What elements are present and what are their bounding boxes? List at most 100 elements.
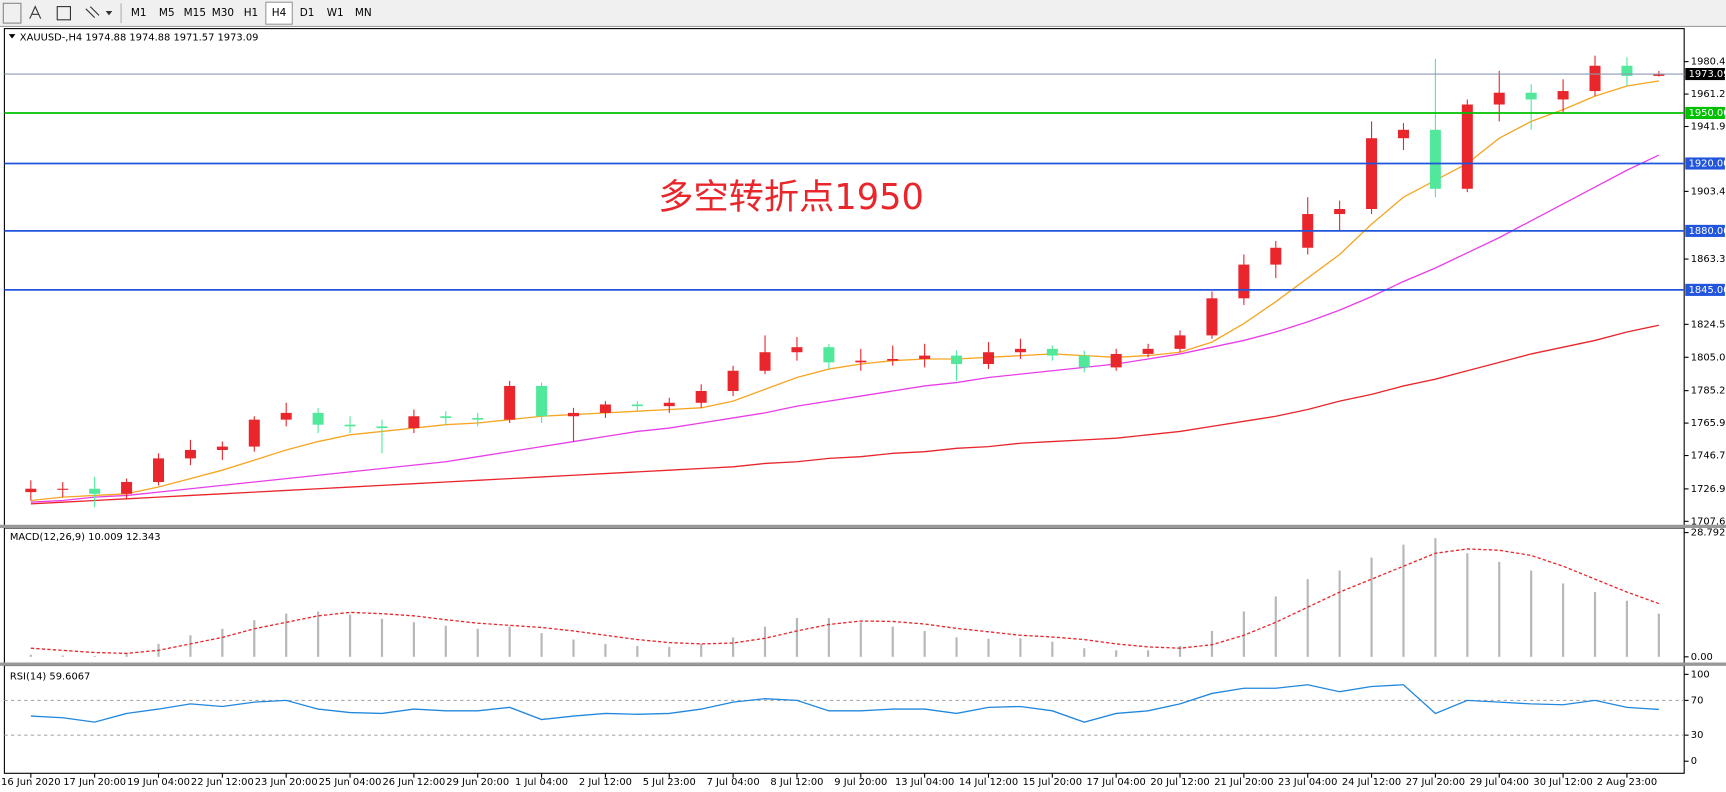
y-tick-label: 1903.45 (1691, 186, 1726, 197)
candle-body (759, 352, 771, 371)
level-label: 1920.00 (1689, 159, 1726, 170)
y-tick-label: 0.00 (1691, 652, 1713, 663)
y-tick-label: 100 (1691, 669, 1710, 680)
toolbar (0, 0, 1726, 27)
macd-bar (1146, 650, 1150, 657)
macd-bar (1210, 630, 1214, 657)
timeframe-button[interactable]: W1 (327, 7, 344, 19)
macd-bar (1498, 561, 1501, 657)
macd-bar (253, 620, 256, 657)
candle-body (536, 385, 548, 417)
y-tick-label: 1961.20 (1691, 89, 1726, 100)
timeframe-button[interactable]: M1 (131, 7, 147, 19)
timeframe-button[interactable]: M15 (184, 7, 206, 19)
macd-bar (348, 614, 352, 657)
x-tick-label: 20 Jul 12:00 (1150, 777, 1209, 788)
rsi-line (30, 684, 1659, 723)
panel-marker (8, 34, 16, 39)
candle-body (184, 449, 196, 459)
moving-average (30, 324, 1659, 505)
candle-body (1589, 65, 1601, 92)
drawing-tools[interactable] (2, 2, 113, 24)
macd-bar (1561, 583, 1565, 657)
macd-bar (380, 618, 384, 657)
timeframe-button[interactable]: H4 (272, 7, 287, 19)
candle-body (1046, 348, 1058, 356)
chart-title: XAUUSD-,H4 1974.88 1974.88 1971.57 1973.… (20, 32, 259, 43)
timeframe-button[interactable]: M5 (159, 7, 175, 19)
candle-body (57, 488, 69, 490)
candle-body (1334, 208, 1346, 215)
timeframe-button[interactable]: D1 (300, 7, 315, 19)
x-tick-label: 26 Jun 12:00 (382, 777, 445, 788)
tool-icon[interactable] (85, 6, 100, 18)
tool-icon[interactable] (56, 6, 71, 21)
candle-body (1525, 92, 1537, 100)
timeframe-bar: M1 M5 M15 M30 H1 H4 D1 W1 MN (131, 1, 372, 25)
macd-bar (604, 643, 607, 657)
tool-icon[interactable] (2, 2, 22, 24)
level-label-bg (1685, 224, 1725, 237)
tool-icon[interactable] (29, 5, 42, 19)
rsi-title: RSI(14) 59.6067 (10, 672, 90, 683)
macd-bar (412, 622, 415, 657)
x-tick-label: 17 Jun 20:00 (63, 777, 126, 788)
macd-bar (1019, 638, 1022, 657)
candle-body (727, 370, 739, 391)
macd-bar (1402, 544, 1405, 657)
candle-body (887, 358, 899, 361)
macd-bar (1625, 600, 1629, 657)
macd-bar (1593, 592, 1597, 657)
timeframe-button[interactable]: M30 (212, 7, 234, 19)
macd-bar (1178, 646, 1182, 657)
candle-body (1653, 74, 1665, 76)
macd-bar (1657, 613, 1660, 657)
macd-panel (3, 527, 1685, 664)
y-tick-label: 1726.90 (1691, 484, 1726, 495)
y-tick-label: 1707.65 (1691, 516, 1726, 527)
timeframe-button[interactable]: MN (355, 7, 372, 19)
candle-body (1366, 138, 1378, 209)
level-label-bg (1685, 106, 1725, 119)
y-tick-label: 1785.20 (1691, 386, 1726, 397)
candle-body (376, 426, 388, 429)
candle-body (1493, 92, 1505, 105)
macd-bar (221, 628, 224, 657)
candle-body (121, 481, 133, 494)
macd-bar (1115, 650, 1118, 657)
candle-body (472, 417, 484, 420)
macd-bar (29, 654, 32, 657)
candle-body (1078, 355, 1090, 368)
x-tick-label: 29 Jul 04:00 (1470, 777, 1529, 788)
candle-body (663, 402, 675, 407)
x-tick-label: 22 Jun 12:00 (191, 777, 254, 788)
candle-body (695, 390, 707, 403)
macd-bar (125, 653, 128, 657)
tool-icon[interactable] (105, 11, 113, 16)
y-tick-label: 0 (1691, 756, 1697, 767)
x-tick-label: 23 Jul 04:00 (1278, 777, 1337, 788)
macd-bar (93, 655, 96, 657)
macd-bar (891, 626, 894, 657)
y-tick-label: 1863.30 (1691, 254, 1726, 265)
x-tick-label: 27 Jul 20:00 (1406, 777, 1465, 788)
y-tick-label: 30 (1691, 730, 1704, 741)
candle-body (25, 488, 37, 493)
macd-bar (700, 643, 703, 657)
y-tick-label: 1824.55 (1691, 319, 1726, 330)
macd-bar (1530, 570, 1533, 657)
active-timeframe[interactable] (265, 1, 293, 25)
macd-bar (795, 617, 799, 657)
macd-bar (508, 626, 511, 657)
timeframe-button[interactable]: H1 (244, 7, 259, 19)
macd-title: MACD(12,26,9) 10.009 12.343 (10, 532, 161, 543)
macd-bar (1274, 596, 1277, 657)
candle-body (1238, 264, 1250, 299)
candle-body (951, 355, 963, 365)
y-tick-label: 28.792 (1691, 528, 1726, 539)
x-tick-label: 9 Jul 20:00 (834, 777, 887, 788)
y-tick-label: 1941.95 (1691, 122, 1726, 133)
candle-body (1461, 104, 1473, 189)
candle-body (153, 458, 165, 482)
candle-body (1270, 247, 1282, 265)
